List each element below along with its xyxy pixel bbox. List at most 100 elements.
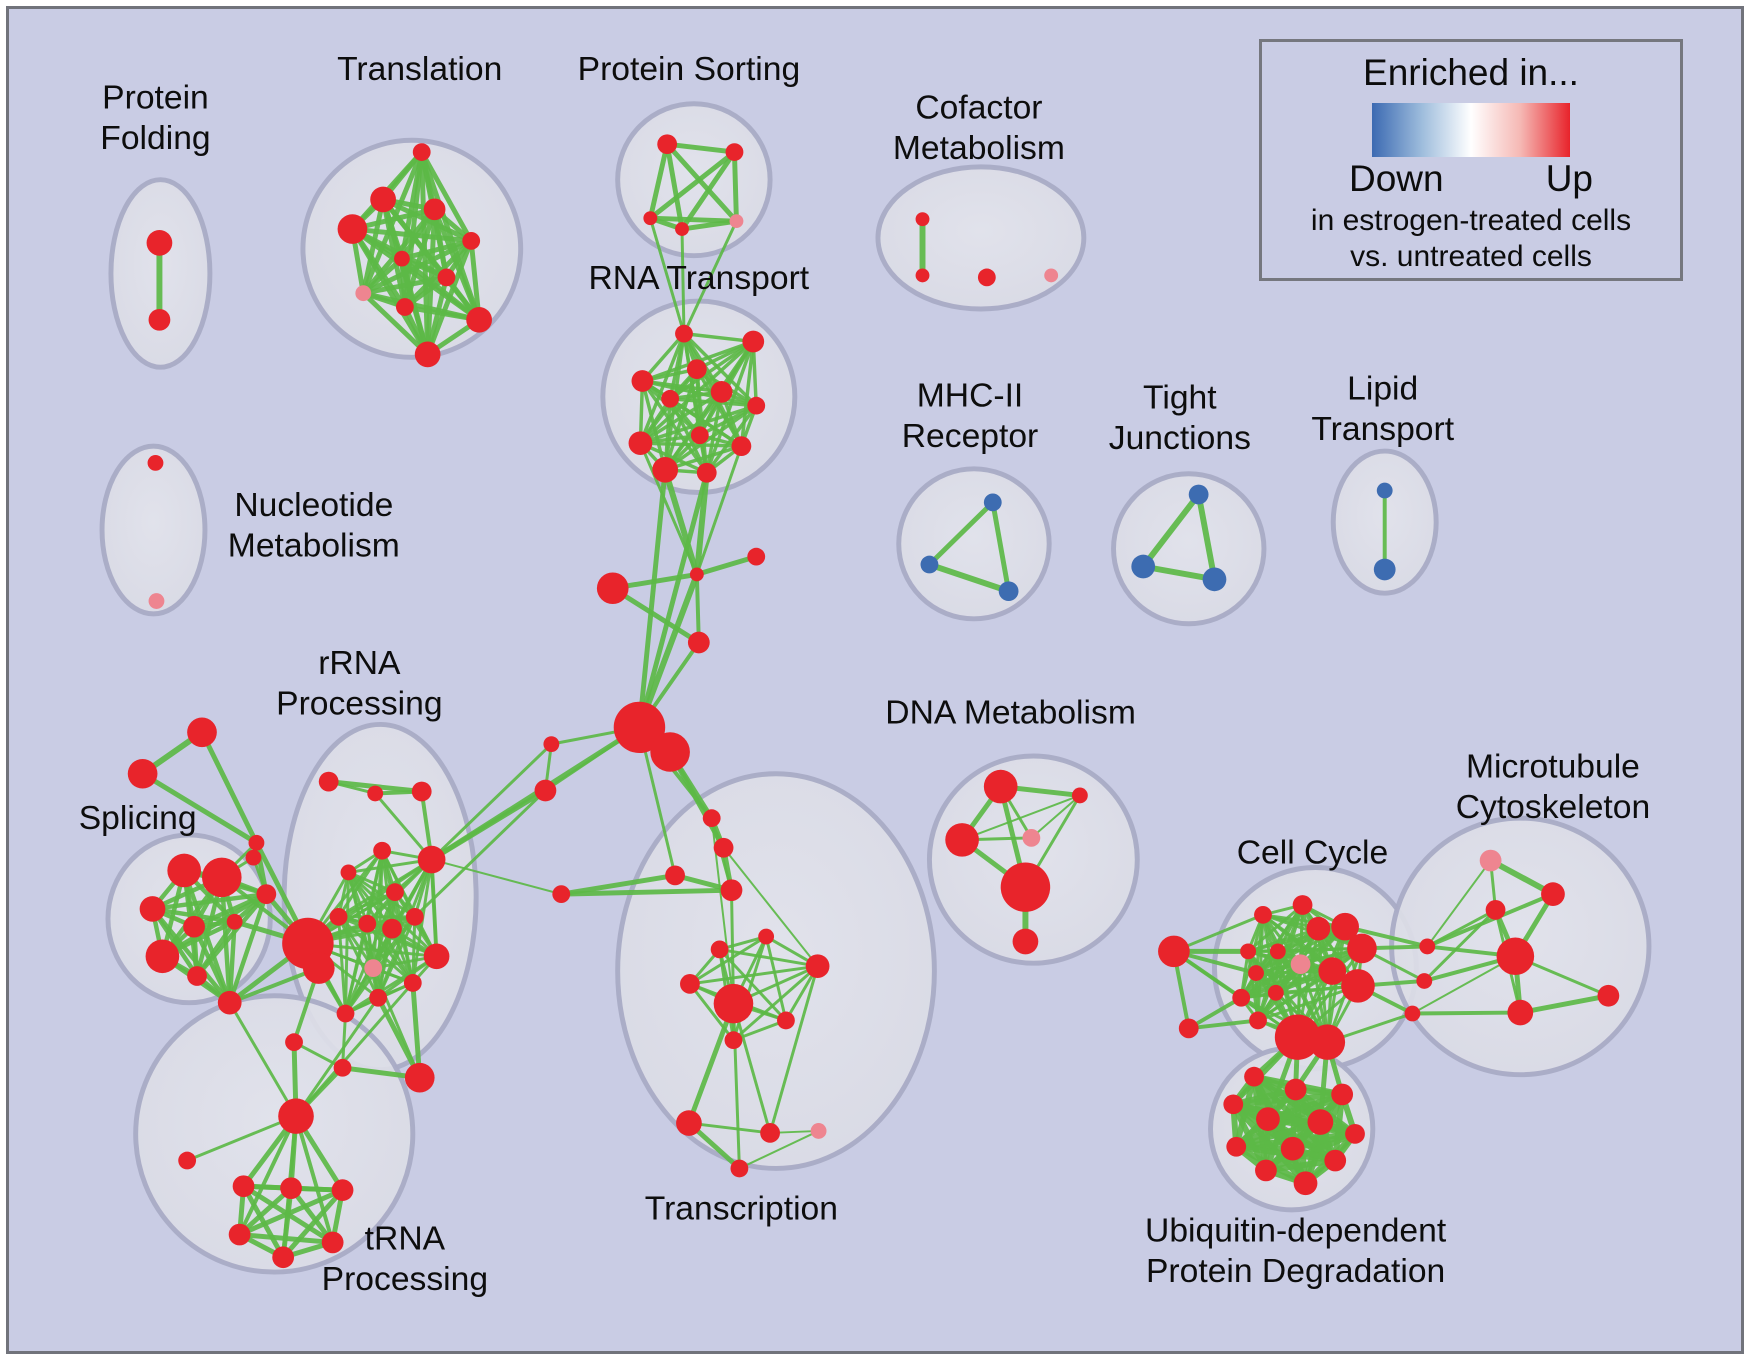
cluster-label-ubiquitin-dependent-protein-degradation: Protein Degradation (1146, 1253, 1445, 1290)
network-edge (1246, 903, 1305, 953)
network-node-d1 (983, 769, 1018, 804)
network-edge (410, 980, 423, 1081)
network-edge (694, 572, 701, 645)
network-node-t11 (414, 341, 441, 368)
network-edge (292, 1040, 345, 1070)
network-node-rt4 (631, 370, 654, 392)
network-node-t9 (395, 298, 414, 316)
network-edge (961, 794, 1081, 841)
network-node-r12 (423, 943, 450, 970)
network-node-ps3 (643, 211, 658, 226)
network-node-c2 (713, 837, 734, 858)
network-node-s10 (245, 849, 262, 866)
network-node-u8 (1226, 1136, 1247, 1157)
network-node-k2 (534, 779, 557, 802)
network-node-x2 (1416, 973, 1433, 989)
network-node-r4 (373, 841, 392, 860)
network-edge (1254, 971, 1360, 988)
network-edge (558, 887, 734, 897)
network-node-cc11 (1248, 965, 1264, 981)
network-node-rt8 (690, 426, 709, 445)
network-edge (1343, 924, 1430, 949)
network-edge (341, 1012, 347, 1070)
network-edge (682, 219, 738, 336)
network-node-x1 (1419, 938, 1436, 955)
network-edge (294, 1114, 335, 1245)
network-node-r13 (403, 974, 422, 992)
network-node-s3 (139, 896, 166, 922)
network-node-t3 (423, 198, 446, 221)
network-node-r15 (336, 1004, 355, 1023)
cluster-label-rrna-processing: rRNA (318, 645, 401, 682)
network-edge (695, 444, 743, 576)
network-node-r7 (386, 883, 404, 902)
network-node-rt6 (710, 381, 733, 403)
network-edge (647, 141, 670, 221)
network-node-u6 (1307, 1109, 1334, 1135)
network-edge (160, 891, 269, 959)
network-node-q1 (232, 1175, 255, 1198)
network-edge (349, 226, 474, 244)
network-node-pf1 (146, 230, 173, 256)
network-node-r1 (318, 771, 339, 792)
network-edge (768, 964, 820, 1135)
network-node-t10 (466, 307, 492, 333)
network-node-u12 (1293, 1171, 1318, 1196)
network-edge (664, 141, 737, 155)
network-node-m1 (1479, 849, 1502, 872)
cluster-bubble-mhc-ii-receptor (896, 466, 1052, 622)
network-node-c9 (713, 983, 754, 1024)
cluster-label-rrna-processing: Processing (276, 686, 442, 723)
network-node-cc10 (1341, 969, 1375, 1003)
network-node-g2 (127, 758, 158, 789)
network-node-nm1 (147, 455, 164, 471)
network-node-u5 (1256, 1107, 1280, 1131)
network-edge (360, 274, 449, 296)
network-edge (1186, 995, 1244, 1031)
network-node-q6 (272, 1246, 295, 1269)
legend-caption-line2: vs. untreated cells (1350, 240, 1592, 273)
network-node-rt10 (731, 436, 752, 457)
network-node-q3 (331, 1179, 354, 1202)
network-node-u4 (1223, 1094, 1244, 1115)
network-edge (636, 470, 710, 730)
network-node-t2 (370, 186, 396, 213)
legend-up-label: Up (1545, 158, 1593, 199)
cluster-label-lipid-transport: Transport (1311, 411, 1454, 448)
cluster-label-nucleotide-metabolism: Nucleotide (234, 487, 393, 524)
network-node-tj1 (1188, 484, 1209, 505)
network-node-s6 (256, 884, 277, 904)
network-node-c10 (777, 1011, 795, 1030)
network-edge (399, 256, 482, 323)
network-edge (610, 585, 702, 645)
network-node-m3 (1485, 900, 1506, 920)
network-edge (1030, 794, 1081, 839)
network-node-rt1 (675, 324, 693, 343)
network-edge (1262, 1157, 1339, 1174)
network-edge (237, 1114, 298, 1237)
network-node-cc14 (1249, 1011, 1267, 1030)
network-node-r11 (405, 907, 424, 926)
network-node-g1 (187, 717, 217, 748)
network-edge (558, 872, 678, 897)
network-node-cc13 (1267, 984, 1284, 1001)
network-node-ccH1 (1274, 1014, 1321, 1060)
network-edge (344, 870, 350, 1016)
cluster-label-splicing: Splicing (79, 800, 197, 837)
network-node-cm1 (915, 212, 930, 227)
network-node-nm2 (148, 593, 165, 609)
network-edge (679, 149, 737, 232)
network-edge (1195, 491, 1218, 583)
network-node-rp (364, 959, 383, 978)
network-node-rt12 (696, 462, 717, 483)
network-node-m6 (1597, 984, 1620, 1007)
network-node-j4 (687, 631, 710, 654)
network-edge (638, 403, 758, 445)
network-node-c14 (810, 1123, 827, 1139)
network-edge (638, 441, 709, 475)
network-edge (990, 499, 1012, 594)
network-node-r8 (329, 907, 348, 926)
network-edge (337, 915, 375, 970)
network-node-rt3 (686, 359, 707, 380)
network-edge (237, 1187, 346, 1238)
